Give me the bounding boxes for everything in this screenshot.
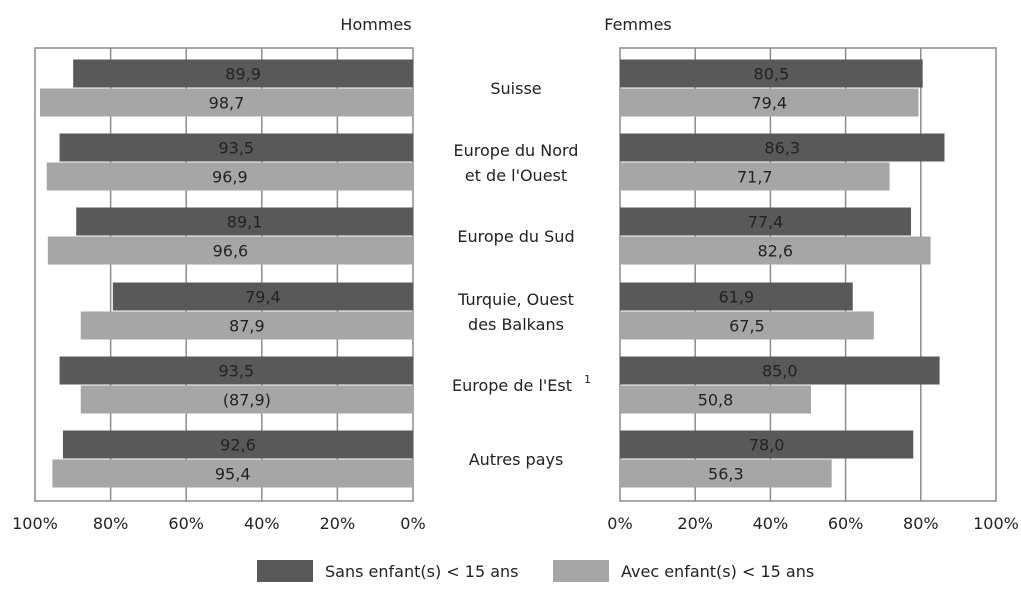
femmes-plot-frame [619, 47, 997, 502]
femmes-bar-sans-enfant [620, 356, 940, 385]
femmes-bar-sans-enfant [620, 59, 923, 88]
femmes-bar-avec-enfant [620, 459, 832, 488]
category-label: et de l'Ouest [465, 166, 567, 185]
category-label: Suisse [490, 79, 541, 98]
hommes-bar-sans-enfant [76, 207, 414, 236]
femmes-tick-label: 0% [607, 514, 632, 533]
hommes-tick-label: 60% [168, 514, 204, 533]
hommes-bar-sans-enfant [112, 282, 414, 311]
legend-label-sans-enfant: Sans enfant(s) < 15 ans [325, 562, 518, 581]
femmes-bar-value-label: 56,3 [708, 465, 744, 484]
femmes-bar-sans-enfant [620, 133, 945, 162]
femmes-bar-value-label: 82,6 [757, 242, 793, 261]
legend-label-avec-enfant: Avec enfant(s) < 15 ans [621, 562, 814, 581]
femmes-bar-avec-enfant [620, 236, 931, 265]
hommes-bar-value-label: 98,7 [209, 94, 245, 113]
femmes-tick-label: 100% [973, 514, 1019, 533]
hommes-tick-label: 20% [320, 514, 356, 533]
hommes-bar-value-label: (87,9) [223, 391, 271, 410]
hommes-bar-value-label: 87,9 [229, 317, 265, 336]
hommes-bar-avec-enfant [46, 162, 414, 191]
hommes-bar-value-label: 92,6 [220, 436, 256, 455]
hommes-bar-avec-enfant [52, 459, 413, 488]
category-label: Europe du Nord [454, 141, 579, 160]
legend-swatch-avec-enfant [553, 560, 609, 582]
femmes-bar-value-label: 67,5 [729, 317, 765, 336]
femmes-tick-label: 60% [828, 514, 864, 533]
hommes-bar-sans-enfant [59, 356, 413, 385]
category-label: Autres pays [469, 450, 564, 469]
femmes-bar-avec-enfant [620, 162, 890, 191]
hommes-bar-sans-enfant [62, 430, 414, 459]
category-label: Turquie, Ouest [457, 290, 574, 309]
femmes-bar-sans-enfant [620, 207, 912, 236]
category-label: Europe du Sud [457, 227, 574, 246]
hommes-bar-value-label: 89,1 [227, 213, 263, 232]
hommes-bar-value-label: 79,4 [245, 288, 281, 307]
femmes-bar-value-label: 85,0 [762, 362, 798, 381]
femmes-tick-label: 20% [677, 514, 713, 533]
femmes-tick-label: 40% [753, 514, 789, 533]
hommes-plot-frame [34, 47, 414, 502]
hommes-bar-value-label: 95,4 [215, 465, 251, 484]
category-label: des Balkans [468, 315, 564, 334]
category-label: Europe de l'Est [452, 376, 572, 395]
footnote-marker: 1 [584, 373, 591, 386]
hommes-bar-avec-enfant [47, 236, 414, 265]
hommes-bar-value-label: 93,5 [218, 362, 254, 381]
femmes-bar-value-label: 79,4 [751, 94, 787, 113]
hommes-bar-avec-enfant [80, 311, 413, 340]
femmes-bar-avec-enfant [620, 311, 874, 340]
hommes-bar-avec-enfant [80, 385, 413, 414]
femmes-panel-title: Femmes [604, 15, 672, 34]
hommes-bar-value-label: 89,9 [225, 65, 261, 84]
femmes-bar-value-label: 61,9 [719, 288, 755, 307]
hommes-panel-title: Hommes [340, 15, 411, 34]
hommes-tick-label: 0% [400, 514, 425, 533]
hommes-bar-value-label: 96,9 [212, 168, 248, 187]
femmes-bar-value-label: 78,0 [749, 436, 785, 455]
femmes-bar-value-label: 50,8 [698, 391, 734, 410]
femmes-bar-value-label: 80,5 [754, 65, 790, 84]
femmes-bar-value-label: 86,3 [764, 139, 800, 158]
hommes-bar-sans-enfant [73, 59, 413, 88]
hommes-bar-sans-enfant [59, 133, 413, 162]
femmes-bar-value-label: 77,4 [748, 213, 784, 232]
hommes-tick-label: 40% [244, 514, 280, 533]
hommes-bar-value-label: 96,6 [213, 242, 249, 261]
femmes-bar-sans-enfant [620, 282, 853, 311]
hommes-tick-label: 100% [12, 514, 58, 533]
hommes-bar-avec-enfant [39, 88, 413, 117]
femmes-bar-sans-enfant [620, 430, 914, 459]
femmes-tick-label: 80% [903, 514, 939, 533]
hommes-tick-label: 80% [93, 514, 129, 533]
femmes-bar-avec-enfant [620, 88, 919, 117]
femmes-bar-avec-enfant [620, 385, 812, 414]
legend-swatch-sans-enfant [257, 560, 313, 582]
femmes-bar-value-label: 71,7 [737, 168, 773, 187]
hommes-bar-value-label: 93,5 [218, 139, 254, 158]
